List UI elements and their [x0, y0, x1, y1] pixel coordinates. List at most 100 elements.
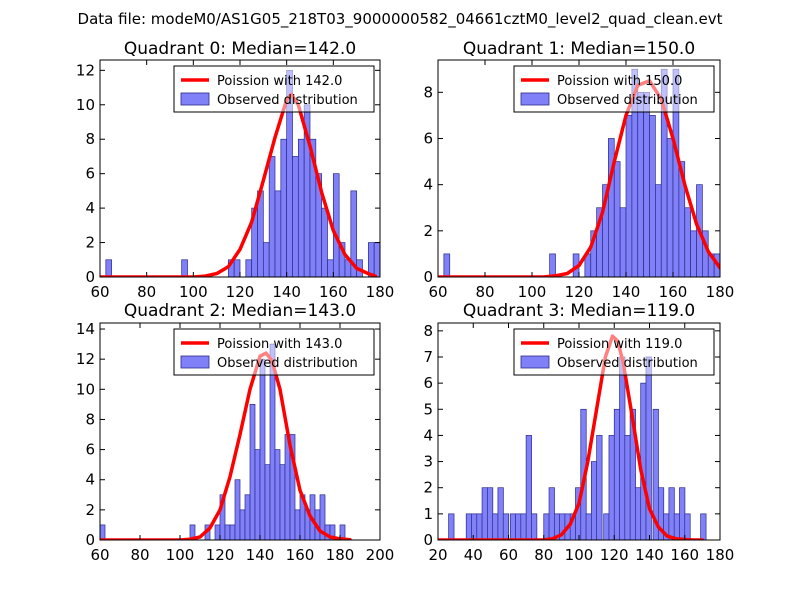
legend: Poission with 119.0 Observed distribution — [513, 328, 715, 376]
histogram-bar — [245, 259, 253, 277]
histogram-bar — [613, 408, 621, 540]
x-tick-label: 140 — [635, 546, 664, 564]
y-tick-label: 6 — [423, 129, 433, 147]
y-tick-label: 10 — [76, 380, 95, 398]
y-tick-label: 0 — [85, 268, 95, 286]
histogram-bar — [239, 509, 246, 540]
histogram-bar — [280, 138, 288, 277]
x-tick-label: 60 — [428, 283, 447, 301]
histogram-bar — [465, 513, 473, 540]
quadrant-3-panel: Quadrant 3: Median=119.0 20 40 60 80 100 120 1… — [423, 301, 734, 564]
legend-curve-label: Poission with 150.0 — [557, 74, 682, 89]
histogram-bar — [332, 173, 340, 277]
histogram-bar — [289, 434, 296, 540]
quadrant-2-panel: Quadrant 2: Median=143.0 60 80 100 120 140 16… — [76, 301, 394, 564]
x-tick-label: 100 — [518, 283, 547, 301]
y-tick-label: 5 — [423, 400, 433, 418]
histogram-bar — [619, 207, 627, 277]
x-tick-label: 80 — [534, 546, 553, 564]
x-tick-label: 60 — [499, 546, 518, 564]
histogram-bar — [585, 513, 592, 540]
y-tick-label: 8 — [85, 130, 95, 148]
y-tick-label: 2 — [423, 222, 433, 240]
histogram-bar — [515, 513, 522, 540]
histogram-bar — [666, 138, 674, 277]
histogram-bar — [619, 356, 626, 540]
histogram-bar — [624, 435, 631, 540]
histogram-bar — [294, 509, 301, 540]
histogram-bar — [548, 487, 555, 540]
y-tick-label: 0 — [423, 268, 433, 286]
y-tick-label: 2 — [85, 501, 95, 519]
y-tick-label: 4 — [85, 471, 95, 489]
legend: Poission with 150.0 Observed distribution — [513, 65, 715, 113]
histogram-bar — [543, 513, 550, 540]
legend-hist-label: Observed distribution — [217, 356, 358, 371]
x-tick-label: 160 — [670, 546, 699, 564]
histogram-bar — [181, 259, 188, 277]
histogram-bar — [684, 207, 691, 277]
y-tick-label: 8 — [423, 83, 433, 101]
y-tick-label: 6 — [85, 441, 95, 459]
histogram-bar — [224, 524, 231, 540]
histogram-bar — [264, 464, 271, 540]
figure-suptitle: Data file: modeM0/AS1G05_218T03_90000005… — [78, 10, 723, 29]
quadrant-2-title: Quadrant 2: Median=143.0 — [124, 301, 356, 321]
x-tick-label: 100 — [179, 283, 208, 301]
x-tick-label: 140 — [272, 283, 301, 301]
legend: Poission with 142.0 Observed distribution — [173, 65, 375, 113]
x-tick-label: 80 — [130, 546, 149, 564]
poisson-curve — [438, 79, 720, 277]
quadrant-3-title: Quadrant 3: Median=119.0 — [463, 301, 695, 321]
x-tick-label: 120 — [206, 546, 235, 564]
x-tick-label: 180 — [706, 283, 735, 301]
x-tick-label: 100 — [166, 546, 195, 564]
legend-curve-label: Poission with 142.0 — [217, 74, 342, 89]
quadrant-1-panel: Quadrant 1: Median=150.0 60 80 100 120 140 16… — [423, 39, 734, 301]
y-tick-label: 14 — [76, 320, 95, 338]
histogram-bar — [327, 259, 334, 277]
histogram-bar — [590, 461, 598, 540]
histogram-bar — [649, 115, 656, 277]
histogram-bar — [373, 242, 380, 277]
legend-hist-swatch — [520, 355, 550, 369]
histogram-bar — [471, 513, 478, 540]
y-tick-label: 4 — [423, 176, 433, 194]
histogram-bar — [531, 513, 538, 540]
x-tick-label: 40 — [464, 546, 483, 564]
histogram-bar — [350, 190, 358, 277]
histogram-bar — [679, 487, 686, 540]
y-tick-label: 7 — [423, 348, 433, 366]
histogram-bar — [100, 524, 106, 540]
y-tick-label: 3 — [423, 453, 433, 471]
histogram-bar — [284, 434, 291, 540]
histogram-bar — [497, 487, 504, 540]
legend-hist-swatch — [180, 92, 210, 106]
histogram-bar — [502, 513, 510, 540]
histogram-bar — [525, 435, 532, 540]
histogram-bar — [613, 161, 621, 277]
histogram-bar — [637, 91, 644, 277]
axes-frame — [99, 322, 381, 541]
y-tick-label: 12 — [76, 350, 95, 368]
legend-curve-label: Poission with 143.0 — [217, 337, 342, 352]
y-tick-label: 0 — [423, 531, 433, 549]
histogram-bar — [476, 513, 483, 540]
histogram-bar — [268, 156, 276, 277]
x-tick-label: 140 — [246, 546, 275, 564]
histogram-bar — [443, 253, 451, 277]
quadrant-1-title: Quadrant 1: Median=150.0 — [463, 39, 695, 59]
x-tick-label: 80 — [137, 283, 156, 301]
histogram-bar — [214, 524, 221, 540]
histogram-bar — [262, 242, 270, 277]
histogram-bar — [655, 184, 662, 277]
x-tick-label: 120 — [226, 283, 255, 301]
histogram-bar — [321, 207, 328, 277]
quadrant-0-title: Quadrant 0: Median=142.0 — [124, 39, 356, 59]
histogram-bar — [249, 404, 256, 540]
legend-hist-label: Observed distribution — [557, 356, 698, 371]
histogram-bar — [297, 138, 305, 277]
histogram-bar — [292, 156, 299, 277]
x-tick-label: 120 — [600, 546, 629, 564]
